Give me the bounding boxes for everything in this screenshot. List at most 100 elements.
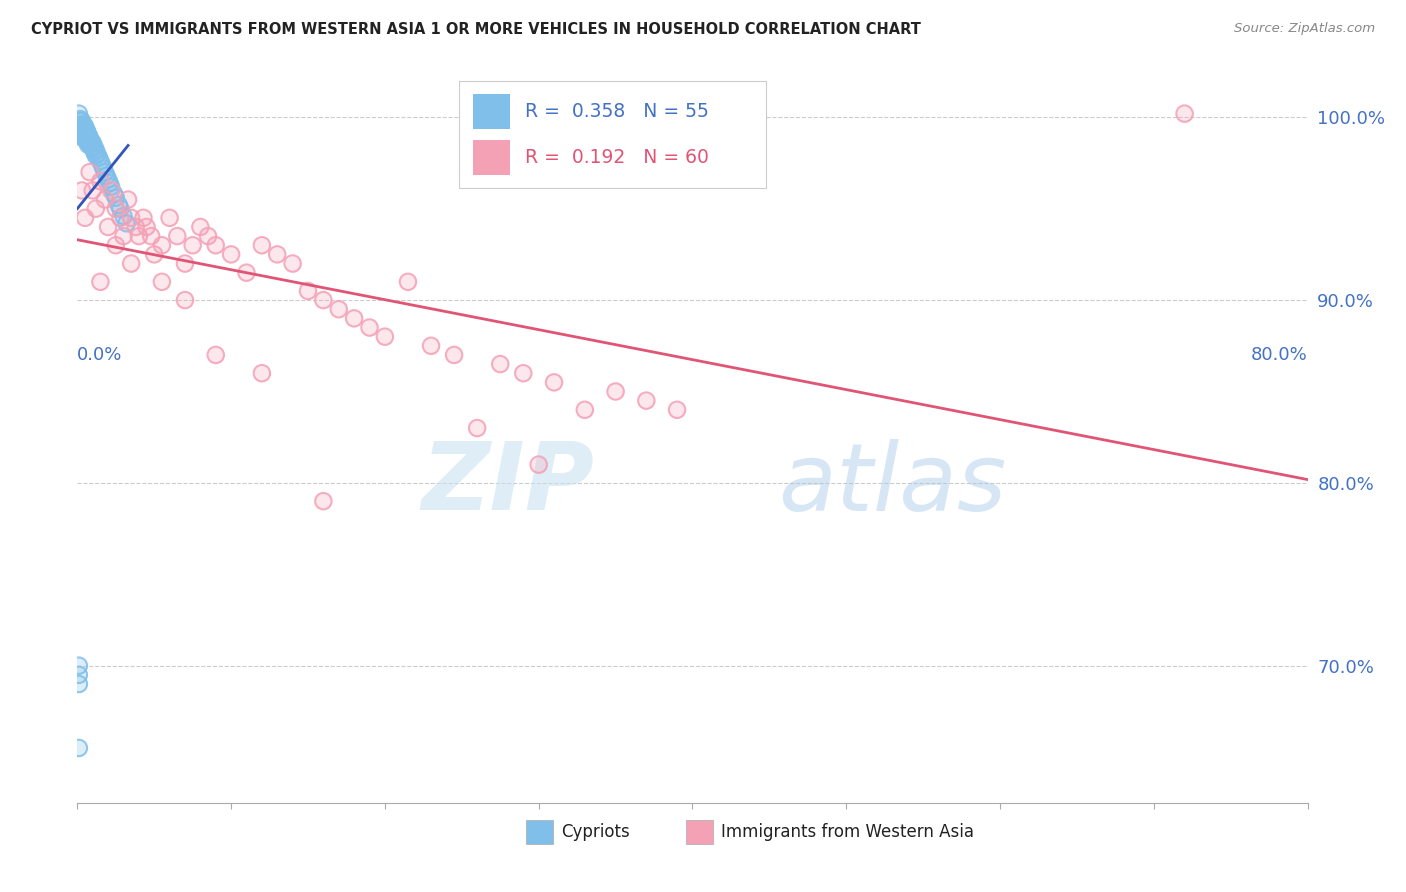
Point [104, 191, 127, 205]
Point [328, 302, 350, 317]
Point [281, 256, 304, 270]
Point [343, 311, 366, 326]
Point [80, 134, 103, 148]
Point [374, 329, 396, 343]
Point [110, 211, 132, 225]
Point [73, 120, 96, 134]
Text: 80.0%: 80.0% [1251, 346, 1308, 364]
Point [512, 366, 534, 380]
Point [204, 348, 226, 362]
Point [77, 127, 100, 141]
Point [143, 247, 166, 261]
Point [70, 123, 93, 137]
Point [219, 247, 242, 261]
Point [605, 384, 627, 399]
Point [73, 120, 96, 134]
Point [69, 128, 91, 143]
Point [94, 165, 117, 179]
Point [73, 130, 96, 145]
Point [79, 130, 101, 145]
Point [141, 229, 163, 244]
Point [312, 494, 335, 508]
Point [235, 266, 257, 280]
Point [104, 202, 127, 216]
Point [72, 123, 94, 137]
Point [150, 275, 173, 289]
Point [159, 211, 181, 225]
Point [297, 284, 319, 298]
Point [281, 256, 304, 270]
Point [67, 106, 90, 120]
Point [96, 169, 118, 183]
Point [312, 293, 335, 307]
Point [82, 183, 104, 197]
Point [83, 139, 105, 153]
Point [104, 191, 127, 205]
FancyBboxPatch shape [686, 820, 713, 844]
Point [67, 120, 90, 134]
Point [82, 136, 104, 150]
Point [166, 229, 188, 244]
Text: ZIP: ZIP [422, 439, 595, 531]
Point [204, 238, 226, 252]
Point [67, 125, 90, 139]
Point [605, 384, 627, 399]
Point [72, 128, 94, 143]
Point [97, 219, 120, 234]
Point [79, 165, 101, 179]
Point [70, 120, 93, 134]
Point [83, 145, 105, 159]
Point [143, 247, 166, 261]
Point [73, 125, 96, 139]
Point [150, 238, 173, 252]
Point [110, 202, 132, 216]
Point [67, 741, 90, 756]
Point [72, 118, 94, 132]
Point [527, 458, 550, 472]
Point [76, 123, 98, 137]
Point [104, 238, 127, 252]
Point [197, 229, 219, 244]
Point [420, 339, 443, 353]
Point [666, 402, 689, 417]
Point [108, 198, 131, 212]
Point [87, 151, 110, 165]
Point [174, 256, 197, 270]
Point [89, 275, 111, 289]
Point [110, 211, 132, 225]
Point [1174, 106, 1197, 120]
Point [132, 211, 155, 225]
Point [77, 137, 100, 152]
Point [104, 202, 127, 216]
Point [266, 247, 288, 261]
Point [297, 284, 319, 298]
Point [235, 266, 257, 280]
Point [103, 187, 125, 202]
Point [174, 293, 197, 307]
Text: CYPRIOT VS IMMIGRANTS FROM WESTERN ASIA 1 OR MORE VEHICLES IN HOUSEHOLD CORRELAT: CYPRIOT VS IMMIGRANTS FROM WESTERN ASIA … [31, 22, 921, 37]
Point [70, 114, 93, 128]
Point [94, 193, 117, 207]
Point [396, 275, 419, 289]
Point [67, 677, 90, 691]
Point [84, 143, 107, 157]
Point [97, 219, 120, 234]
Point [98, 176, 121, 190]
Point [120, 211, 142, 225]
Point [80, 139, 103, 153]
Point [443, 348, 465, 362]
Text: atlas: atlas [779, 439, 1007, 530]
Point [104, 238, 127, 252]
Point [73, 211, 96, 225]
Point [120, 256, 142, 270]
Point [125, 219, 148, 234]
Point [574, 402, 596, 417]
Point [359, 320, 381, 334]
Point [73, 125, 96, 139]
Point [86, 146, 108, 161]
Point [69, 112, 91, 127]
Point [72, 118, 94, 132]
Point [112, 209, 135, 223]
Point [82, 141, 104, 155]
Point [82, 141, 104, 155]
